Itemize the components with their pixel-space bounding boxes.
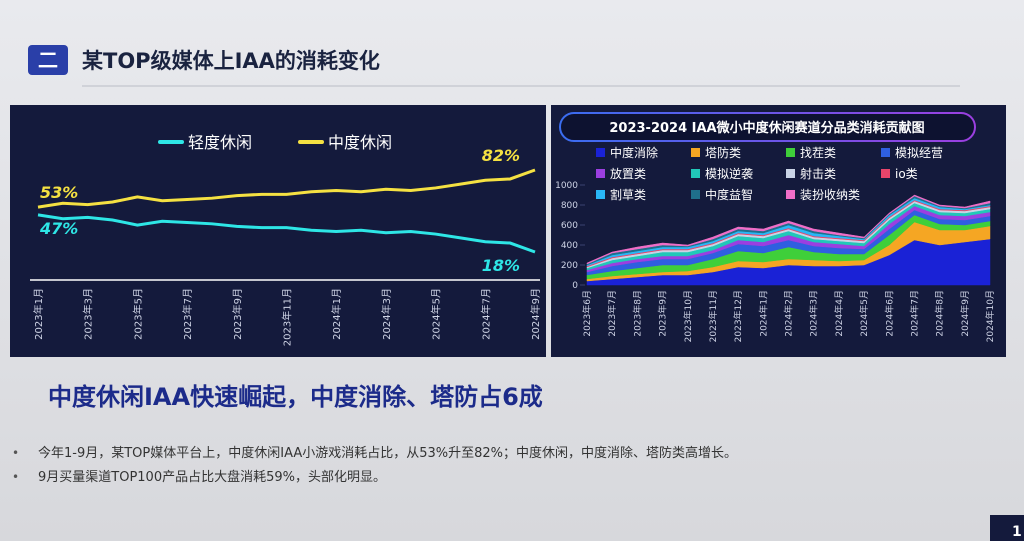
legend-label: 射击类 (800, 166, 836, 181)
y-tick-label: 1000 (555, 181, 578, 191)
x-tick-label: 2024年7月 (479, 288, 492, 340)
x-tick-label: 2023年9月 (657, 290, 669, 337)
x-tick-label: 2024年1月 (757, 290, 769, 337)
line (37, 168, 536, 209)
y-tick-label: 600 (561, 221, 578, 231)
x-tick-label: 2024年5月 (858, 290, 870, 337)
x-tick-label: 2023年6月 (581, 290, 593, 337)
legend-swatch (691, 169, 700, 178)
x-tick-label: 2023年3月 (82, 288, 95, 340)
bullet: 今年1-9月，某TOP媒体平台上，中度休闲IAA小游戏消耗占比，从53%升至82… (38, 445, 737, 461)
x-tick-label: 2024年2月 (783, 290, 795, 337)
x-tick-label: 2023年11月 (707, 290, 719, 342)
y-tick-label: 400 (561, 241, 578, 251)
y-tick-label: 0 (572, 281, 578, 291)
slide-title: 某TOP级媒体上IAA的消耗变化 (82, 49, 380, 73)
legend-label: 中度益智 (705, 187, 753, 202)
x-tick-label: 2023年9月 (231, 288, 244, 340)
legend-swatch (691, 190, 700, 199)
x-tick-label: 2024年9月 (529, 288, 542, 340)
bullet-dot: • (12, 446, 19, 460)
x-tick-label: 2024年8月 (934, 290, 946, 337)
legend-swatch (786, 190, 795, 199)
badge-text: 二 (38, 48, 58, 72)
x-tick-label: 2023年7月 (181, 288, 194, 340)
legend-swatch (881, 169, 890, 178)
data-label: 18% (482, 256, 520, 275)
x-tick-label: 2024年3月 (808, 290, 820, 337)
x-tick-label: 2024年9月 (959, 290, 971, 337)
page-tab (990, 515, 1024, 541)
x-tick-label: 2023年7月 (606, 290, 618, 337)
legend-label: 割草类 (610, 187, 646, 202)
legend-label: 模拟经营 (895, 146, 943, 160)
chart-title-box (559, 112, 976, 142)
data-label: 47% (39, 219, 78, 238)
legend-label: 中度休闲 (328, 133, 392, 152)
page-number: 1 (1012, 524, 1022, 540)
legend-swatch (881, 148, 890, 157)
x-tick-label: 2024年7月 (908, 290, 920, 337)
legend-label: 模拟逆袭 (705, 166, 753, 181)
legend-swatch (596, 190, 605, 199)
x-tick-label: 2024年1月 (330, 288, 343, 340)
chart-title: 2023-2024 IAA微小中度休闲赛道分品类消耗贡献图 (609, 120, 924, 136)
x-tick-label: 2023年10月 (682, 290, 694, 342)
x-tick-label: 2023年12月 (732, 290, 744, 342)
legend-swatch (596, 169, 605, 178)
data-label: 82% (482, 146, 520, 165)
bullet-dot: • (12, 470, 19, 484)
x-tick-label: 2023年1月 (32, 288, 45, 340)
legend-swatch (786, 169, 795, 178)
legend-label: 中度消除 (610, 145, 658, 160)
y-tick-label: 200 (561, 261, 578, 271)
headline: 中度休闲IAA快速崛起，中度消除、塔防占6成 (48, 383, 543, 411)
legend-label: 装扮收纳类 (800, 188, 860, 202)
x-tick-label: 2023年8月 (631, 290, 643, 337)
legend-swatch (786, 148, 795, 157)
badge (28, 45, 68, 75)
x-tick-label: 2024年3月 (380, 288, 393, 340)
data-label: 53% (40, 183, 78, 202)
x-tick-label: 2023年11月 (281, 288, 294, 346)
area (586, 194, 991, 265)
x-tick-label: 2024年10月 (984, 290, 996, 342)
legend-label: 轻度休闲 (188, 133, 252, 152)
legend-label: 放置类 (610, 166, 646, 181)
bullet: 9月买量渠道TOP100产品占比大盘消耗59%，头部化明显。 (38, 469, 386, 485)
legend-swatch (596, 148, 605, 157)
left-panel (10, 105, 546, 357)
y-tick-label: 800 (561, 201, 578, 211)
legend-label: 塔防类 (705, 145, 741, 160)
x-tick-label: 2023年5月 (131, 288, 144, 340)
x-tick-label: 2024年4月 (833, 290, 845, 337)
legend-label: 找茬类 (800, 146, 836, 160)
x-tick-label: 2024年6月 (883, 290, 895, 337)
line (37, 213, 536, 254)
legend-label: io类 (895, 167, 918, 181)
x-tick-label: 2024年5月 (430, 288, 443, 340)
legend-swatch (691, 148, 700, 157)
